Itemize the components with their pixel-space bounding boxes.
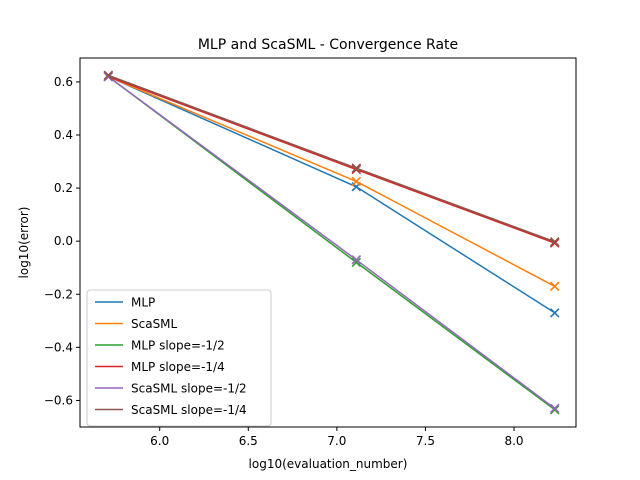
legend-item-3: MLP slope=-1/4 <box>95 360 225 374</box>
y-axis-label: log10(error) <box>17 207 31 279</box>
y-tick-label: −0.4 <box>44 340 73 354</box>
y-tick-label: 0.0 <box>54 234 73 248</box>
legend-label: ScaSML <box>131 317 178 331</box>
legend-item-2: MLP slope=-1/2 <box>95 339 225 353</box>
legend-item-4: ScaSML slope=-1/2 <box>95 382 247 396</box>
legend-label: MLP slope=-1/2 <box>131 339 225 353</box>
y-tick-label: 0.2 <box>54 181 73 195</box>
axes-frame <box>79 57 577 428</box>
legend-item-0: MLP <box>95 296 155 310</box>
data-point-5-1 <box>351 163 362 173</box>
y-tick-label: −0.6 <box>44 393 73 407</box>
y-tick-label: −0.2 <box>44 287 73 301</box>
data-point-5-0 <box>103 70 114 81</box>
x-tick-label: 6.5 <box>239 434 258 448</box>
x-tick-label: 7.0 <box>327 434 346 448</box>
plot-area <box>103 70 560 415</box>
data-point-4-0 <box>103 71 114 82</box>
data-point-1-1 <box>351 176 362 187</box>
data-point-5-2 <box>549 236 560 247</box>
x-axis: 6.0 6.5 7.0 7.5 8.0 <box>150 427 524 448</box>
data-point-0-2 <box>549 308 560 318</box>
legend-item-5: ScaSML slope=-1/4 <box>95 403 247 417</box>
legend-label: MLP slope=-1/4 <box>131 360 225 374</box>
x-axis-label: log10(evaluation_number) <box>249 457 408 471</box>
x-tick-label: 7.5 <box>416 434 435 448</box>
data-point-4-2 <box>549 403 560 414</box>
legend-box <box>86 289 272 427</box>
y-axis: −0.6 −0.4 −0.2 0.0 0.2 0.4 0.6 <box>44 75 80 407</box>
chart-title: MLP and ScaSML - Convergence Rate <box>198 37 458 53</box>
legend-item-1: ScaSML <box>95 317 178 331</box>
legend: MLP ScaSML MLP slope=-1/2 MLP slope=-1/4 Sca… <box>86 289 272 427</box>
y-tick-label: 0.4 <box>54 128 73 142</box>
x-tick-label: 8.0 <box>504 434 523 448</box>
legend-label: ScaSML slope=-1/4 <box>131 403 247 417</box>
legend-label: MLP <box>131 296 155 310</box>
data-point-2-1 <box>351 257 362 268</box>
y-tick-label: 0.6 <box>54 75 73 89</box>
data-point-1-2 <box>549 281 560 292</box>
data-point-4-1 <box>351 254 362 265</box>
legend-label: ScaSML slope=-1/2 <box>131 382 247 396</box>
x-tick-label: 6.0 <box>150 434 169 448</box>
